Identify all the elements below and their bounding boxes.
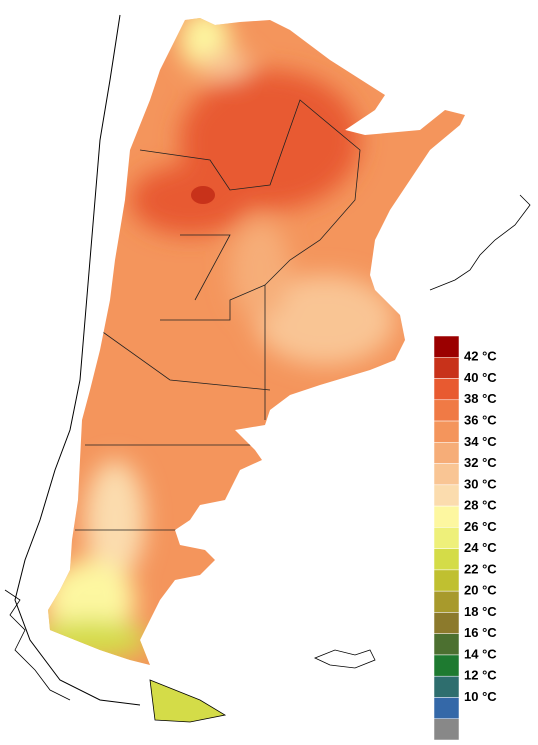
legend-label: 38 °C	[464, 391, 497, 406]
legend: 42 °C 40 °C 38 °C 36 °C 34 °C 32 °C 30 °C 28 °C…	[433, 335, 497, 741]
legend-label: 16 °C	[464, 625, 497, 640]
legend-swatch	[433, 484, 460, 507]
legend-label: 22 °C	[464, 561, 497, 576]
legend-swatch	[433, 718, 460, 741]
legend-label: 26 °C	[464, 519, 497, 534]
coast-line	[4, 589, 71, 701]
legend-label: 12 °C	[464, 668, 497, 683]
legend-swatch	[433, 357, 460, 379]
legend-label: 40 °C	[464, 370, 497, 385]
legend-swatch	[433, 442, 460, 464]
legend-label: 18 °C	[464, 604, 497, 619]
legend-swatch	[433, 590, 460, 613]
legend-label: 20 °C	[464, 583, 497, 598]
tierra-del-fuego	[149, 679, 227, 723]
legend-swatch	[433, 633, 460, 656]
legend-label: 32 °C	[464, 455, 497, 470]
legend-swatch	[433, 675, 460, 698]
legend-label: 34 °C	[464, 434, 497, 449]
legend-swatch	[433, 548, 460, 571]
islands	[313, 649, 376, 669]
border-line	[14, 14, 141, 706]
legend-label: 24 °C	[464, 540, 497, 555]
legend-label: 30 °C	[464, 476, 497, 491]
legend-label: 10 °C	[464, 689, 497, 704]
legend-swatch	[433, 335, 460, 358]
legend-swatch	[433, 612, 460, 634]
legend-swatch	[433, 399, 460, 422]
legend-swatch	[433, 420, 460, 443]
legend-swatch	[433, 378, 460, 401]
legend-label: 14 °C	[464, 646, 497, 661]
legend-label: 28 °C	[464, 498, 497, 513]
legend-swatch	[433, 505, 460, 528]
legend-label: 42 °C	[464, 349, 497, 364]
legend-label: 36 °C	[464, 412, 497, 427]
legend-swatch	[433, 697, 460, 719]
legend-swatch	[433, 463, 460, 486]
legend-swatch	[433, 569, 460, 592]
legend-swatch	[433, 527, 460, 549]
coast-line	[429, 194, 531, 291]
legend-swatch	[433, 654, 460, 677]
